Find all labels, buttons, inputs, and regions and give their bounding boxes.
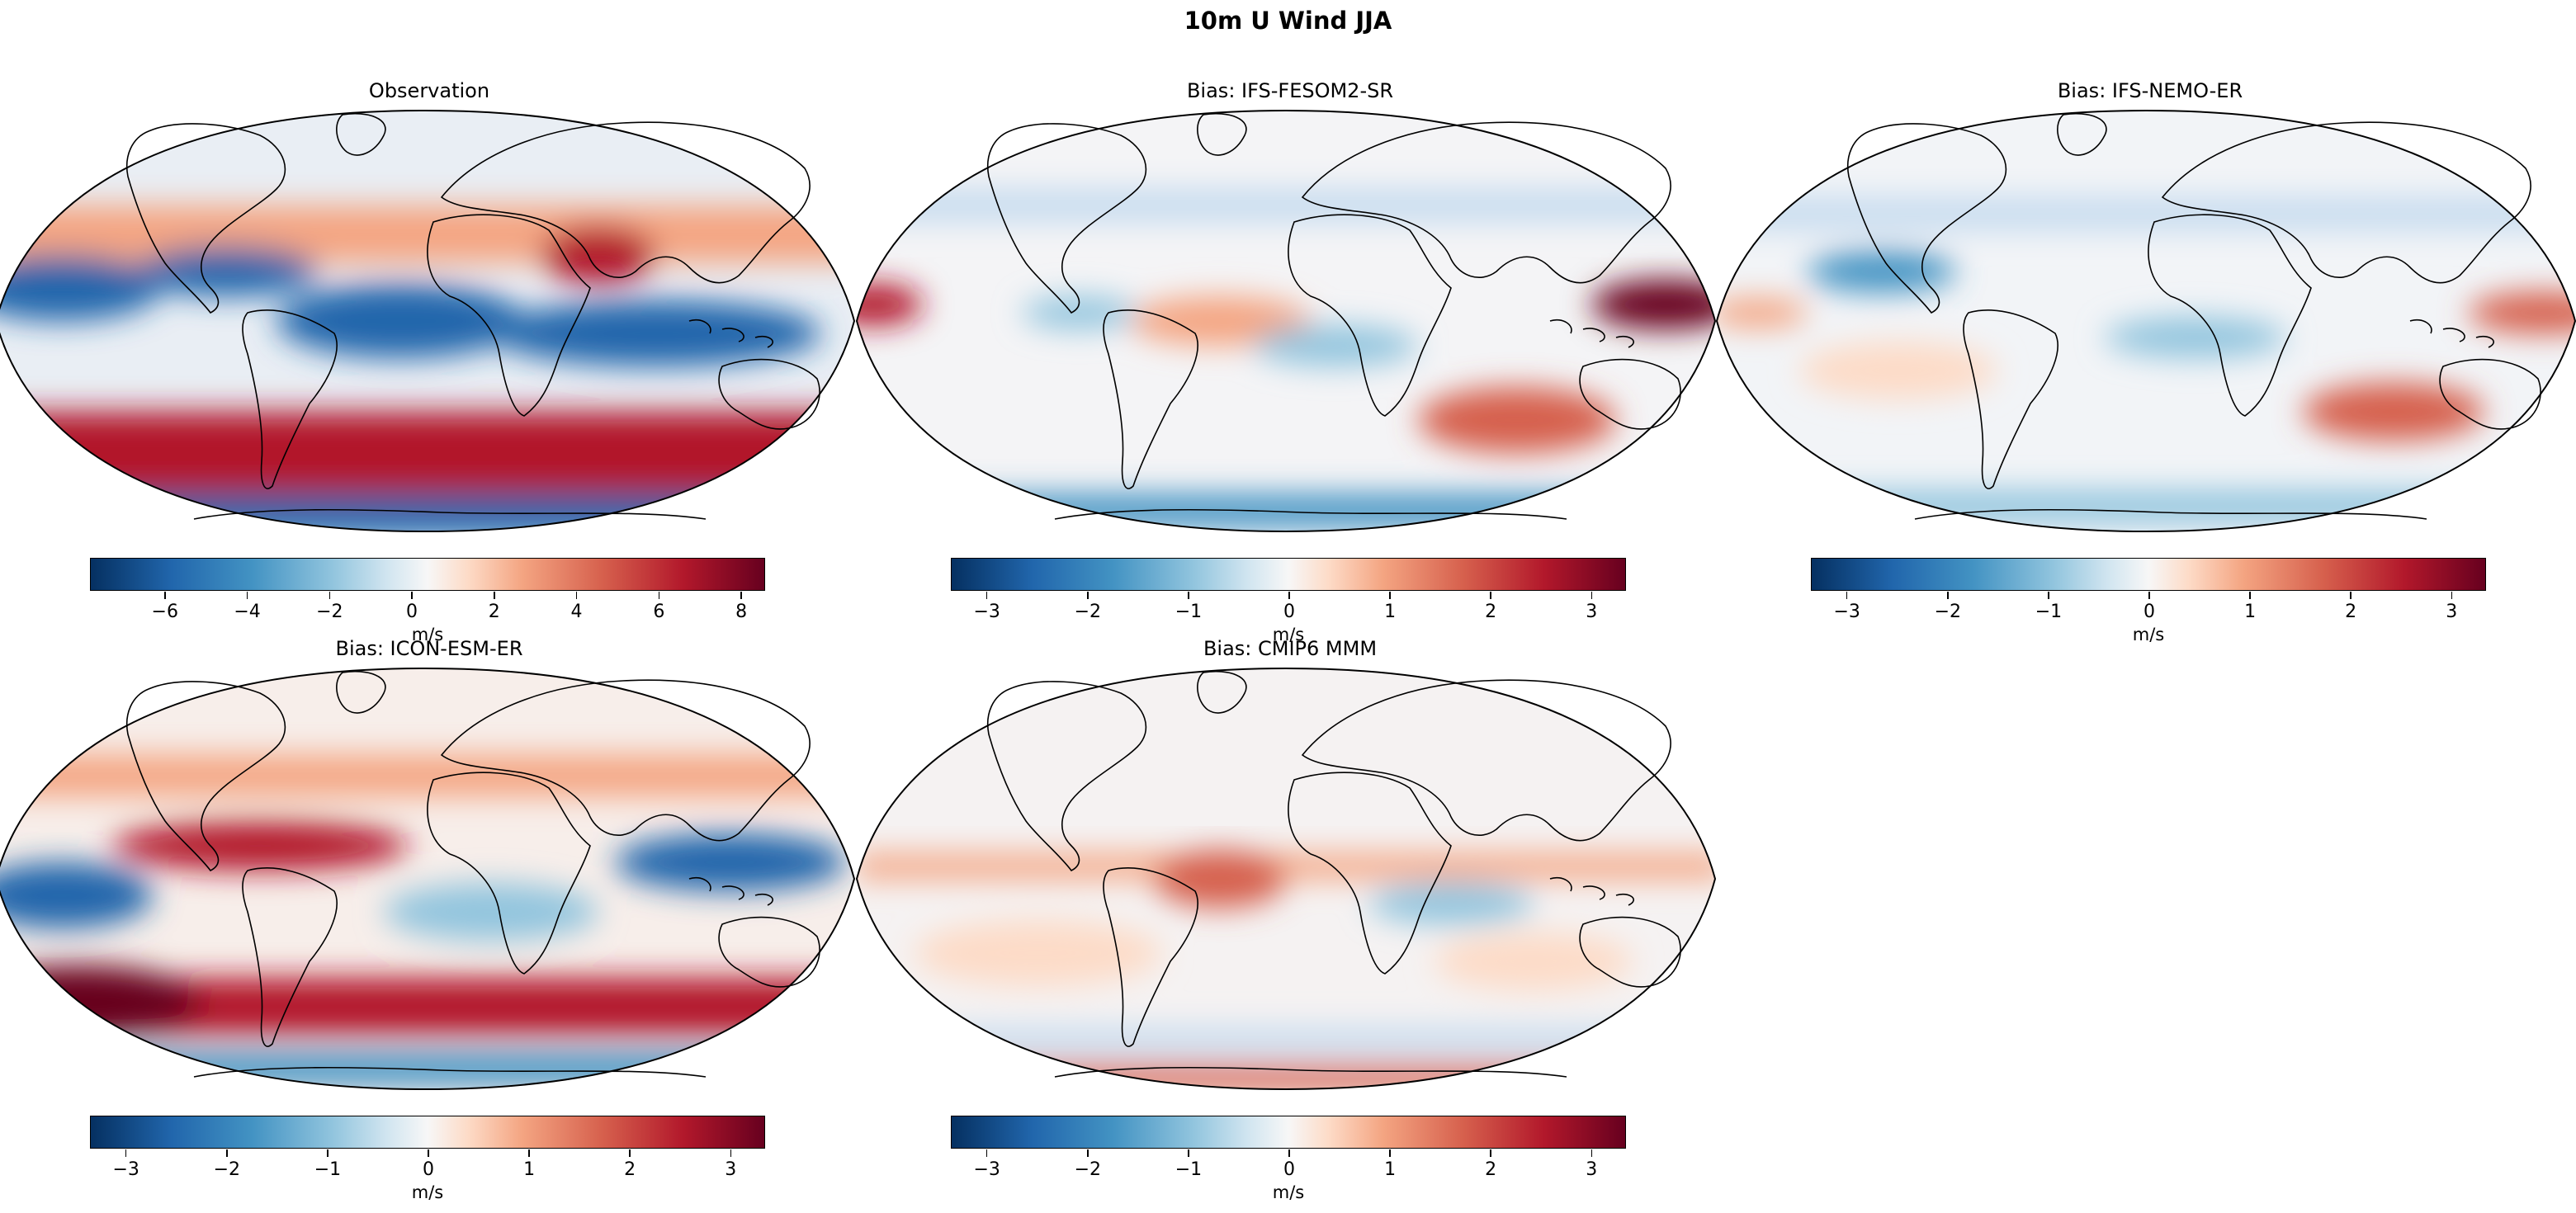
map-observation (0, 109, 856, 533)
colorbar-tick (985, 592, 988, 599)
panel-title-icon-esm-er: Bias: ICON-ESM-ER (335, 637, 523, 660)
colorbar-tick-label: 2 (624, 1159, 636, 1180)
colorbar-tick (1087, 592, 1089, 599)
map-outline (0, 109, 856, 533)
colorbar-unit-ifs-nemo-er: m/s (2132, 625, 2165, 644)
panel-title-ifs-nemo-er: Bias: IFS-NEMO-ER (2057, 79, 2243, 102)
colorbar-tick (125, 1149, 127, 1157)
colorbar-unit-cmip6-mmm: m/s (1272, 1182, 1305, 1202)
colorbar-tick-label: 3 (1586, 602, 1598, 622)
colorbar-cmip6-mmm: −3 −2 −1 0 1 2 3 (951, 1116, 1626, 1180)
colorbar-tick-label: −2 (316, 602, 343, 622)
colorbar-tick-label: −6 (151, 602, 178, 622)
colorbar-tick-label: −3 (973, 1159, 1000, 1180)
colorbar-tick (1087, 1149, 1089, 1157)
colorbar-tick-label: 3 (725, 1159, 737, 1180)
colorbar-tick-label: 0 (2144, 602, 2155, 622)
colorbar-icon-esm-er: −3 −2 −1 0 1 2 3 (90, 1116, 765, 1180)
colorbar-ifs-nemo-er: −3 −2 −1 0 1 2 3 (1811, 558, 2486, 622)
map-ifs-nemo-er (1715, 109, 2576, 533)
colorbar-tick (528, 1149, 530, 1157)
colorbar-tick-label: 0 (1283, 602, 1295, 622)
colorbar-unit-ifs-fesom2-sr: m/s (1272, 625, 1305, 644)
colorbar-tick (494, 592, 495, 599)
colorbar-tick (246, 592, 248, 599)
colorbar-tick-label: −2 (213, 1159, 241, 1180)
colorbar-ifs-fesom2-sr: −3 −2 −1 0 1 2 3 (951, 558, 1626, 622)
colorbar-tick-label: 6 (653, 602, 665, 622)
colorbar-tick (1846, 592, 1848, 599)
colorbar-tick (1591, 592, 1593, 599)
colorbar-tick-label: 0 (423, 1159, 434, 1180)
colorbar-tick (985, 1149, 988, 1157)
map-ifs-fesom2-sr (855, 109, 1717, 533)
colorbar-tick (226, 1149, 228, 1157)
colorbar-tick (328, 592, 331, 599)
map-cmip6-mmm (855, 667, 1717, 1091)
colorbar-tick (2148, 592, 2150, 599)
figure-title: 10m U Wind JJA (1184, 7, 1392, 35)
colorbar-tick-label: 2 (1485, 602, 1497, 622)
colorbar-tick-label: 0 (1283, 1159, 1295, 1180)
colorbar-tick (1591, 1149, 1593, 1157)
colorbar-observation: −6 −4 −2 0 2 4 6 8 (90, 558, 765, 622)
colorbar-tick-label: 2 (1485, 1159, 1497, 1180)
map-outline (0, 667, 856, 1091)
colorbar-tick-label: 3 (2446, 602, 2458, 622)
colorbar-tick-label: −3 (973, 602, 1000, 622)
panel-title-cmip6-mmm: Bias: CMIP6 MMM (1203, 637, 1378, 660)
colorbar-tick-label: −1 (1175, 1159, 1203, 1180)
map-icon-esm-er (0, 667, 856, 1091)
colorbar-tick (1389, 1149, 1391, 1157)
colorbar-tick (2249, 592, 2251, 599)
colorbar-tick-label: −2 (1074, 1159, 1102, 1180)
colorbar-tick-label: 1 (523, 1159, 536, 1180)
colorbar-tick (2048, 592, 2049, 599)
colorbar-tick (658, 592, 660, 599)
colorbar-tick (730, 1149, 732, 1157)
panel-title-observation: Observation (368, 79, 490, 102)
colorbar-tick (1947, 592, 1949, 599)
map-outline (855, 667, 1717, 1091)
colorbar-tick-label: 4 (570, 602, 583, 622)
colorbar-tick-label: 8 (735, 602, 748, 622)
colorbar-tick-label: 2 (2345, 602, 2357, 622)
colorbar-tick-label: 3 (1586, 1159, 1598, 1180)
colorbar-tick (629, 1149, 631, 1157)
colorbar-tick (1389, 592, 1391, 599)
colorbar-tick-label: 1 (2244, 602, 2257, 622)
panel-title-ifs-fesom2-sr: Bias: IFS-FESOM2-SR (1186, 79, 1394, 102)
colorbar-tick (411, 592, 413, 599)
colorbar-unit-observation: m/s (411, 625, 444, 644)
colorbar-tick-label: 2 (488, 602, 500, 622)
colorbar-tick-label: −1 (314, 1159, 342, 1180)
colorbar-tick (740, 592, 742, 599)
colorbar-tick (428, 1149, 429, 1157)
colorbar-tick-label: 1 (1384, 1159, 1397, 1180)
colorbar-tick-label: −4 (234, 602, 261, 622)
colorbar-tick-label: −2 (1074, 602, 1102, 622)
colorbar-tick-label: −1 (1175, 602, 1203, 622)
colorbar-tick (1288, 1149, 1290, 1157)
colorbar-tick-label: 1 (1384, 602, 1397, 622)
colorbar-tick (164, 592, 166, 599)
colorbar-tick-label: 0 (406, 602, 418, 622)
colorbar-tick-label: −3 (112, 1159, 139, 1180)
colorbar-tick (1188, 1149, 1189, 1157)
colorbar-tick (1188, 592, 1189, 599)
colorbar-tick (2451, 592, 2453, 599)
colorbar-tick (1490, 1149, 1491, 1157)
colorbar-tick-label: −3 (1833, 602, 1860, 622)
colorbar-tick-label: −2 (1934, 602, 1962, 622)
colorbar-tick (1288, 592, 1290, 599)
colorbar-tick (1490, 592, 1491, 599)
colorbar-unit-icon-esm-er: m/s (411, 1182, 444, 1202)
colorbar-tick (575, 592, 578, 599)
map-outline (855, 109, 1717, 533)
map-outline (1715, 109, 2576, 533)
colorbar-tick (2350, 592, 2351, 599)
colorbar-tick (327, 1149, 328, 1157)
colorbar-tick-label: −1 (2035, 602, 2063, 622)
